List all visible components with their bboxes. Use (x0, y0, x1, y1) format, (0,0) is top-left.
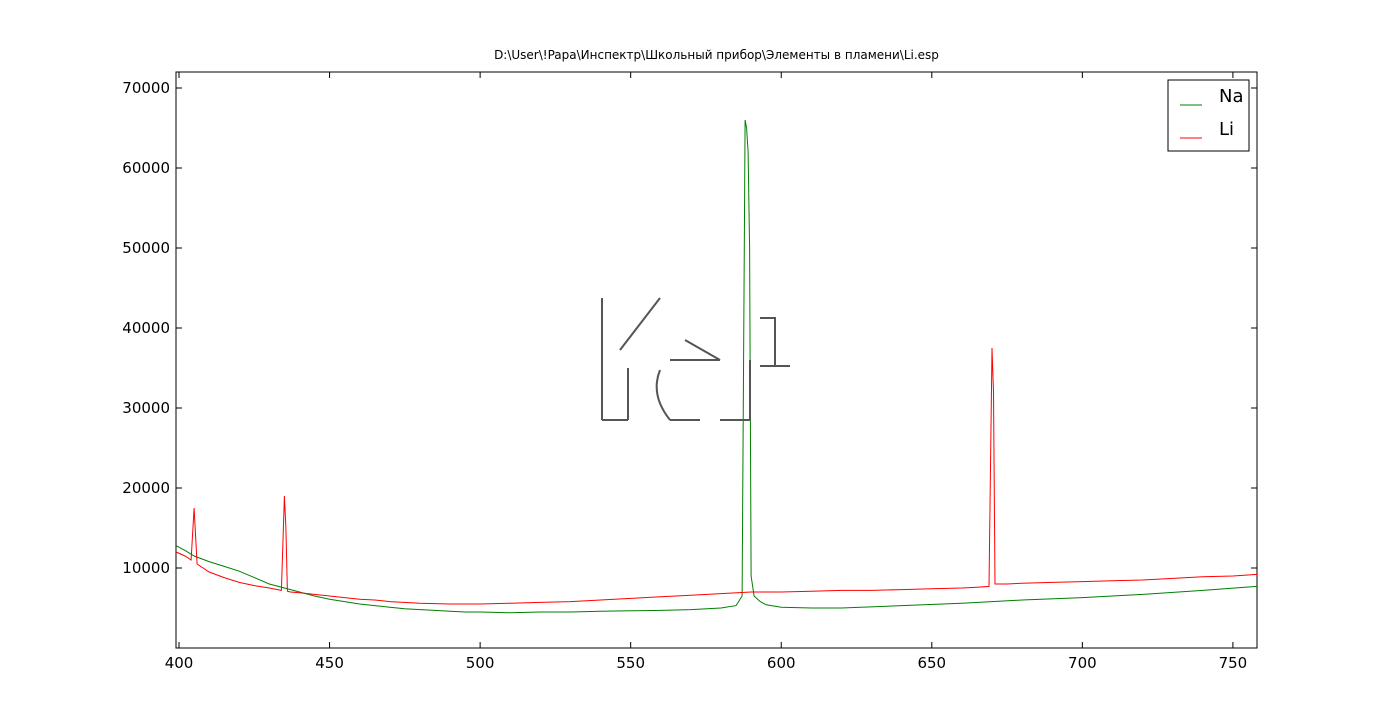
legend: Na Li (1167, 79, 1250, 152)
x-tick-label: 400 (165, 654, 194, 672)
x-tick-label: 700 (1068, 654, 1097, 672)
series-line-na (175, 119, 1258, 614)
legend-box (1167, 79, 1250, 152)
y-axis: 10000 20000 30000 40000 50000 60000 70000 (122, 79, 1257, 577)
x-axis: 400 450 500 550 600 650 700 750 (165, 72, 1248, 672)
x-tick-label: 450 (315, 654, 344, 672)
x-tick-label: 500 (466, 654, 495, 672)
x-tick-label: 750 (1219, 654, 1248, 672)
y-tick-label: 30000 (122, 399, 170, 417)
x-tick-label: 600 (767, 654, 796, 672)
y-tick-label: 10000 (122, 559, 170, 577)
series-layer (175, 119, 1258, 614)
x-tick-label: 650 (917, 654, 946, 672)
legend-label-na: Na (1219, 86, 1244, 107)
y-tick-label: 70000 (122, 79, 170, 97)
chart-title: D:\User\!Papa\Инспектр\Школьный прибор\Э… (494, 48, 939, 62)
series-line-li (175, 347, 1258, 605)
y-tick-label: 40000 (122, 319, 170, 337)
y-tick-label: 50000 (122, 239, 170, 257)
x-tick-label: 550 (616, 654, 645, 672)
watermark-logo (601, 297, 790, 421)
legend-label-li: Li (1219, 119, 1234, 140)
y-tick-label: 20000 (122, 479, 170, 497)
y-tick-label: 60000 (122, 159, 170, 177)
